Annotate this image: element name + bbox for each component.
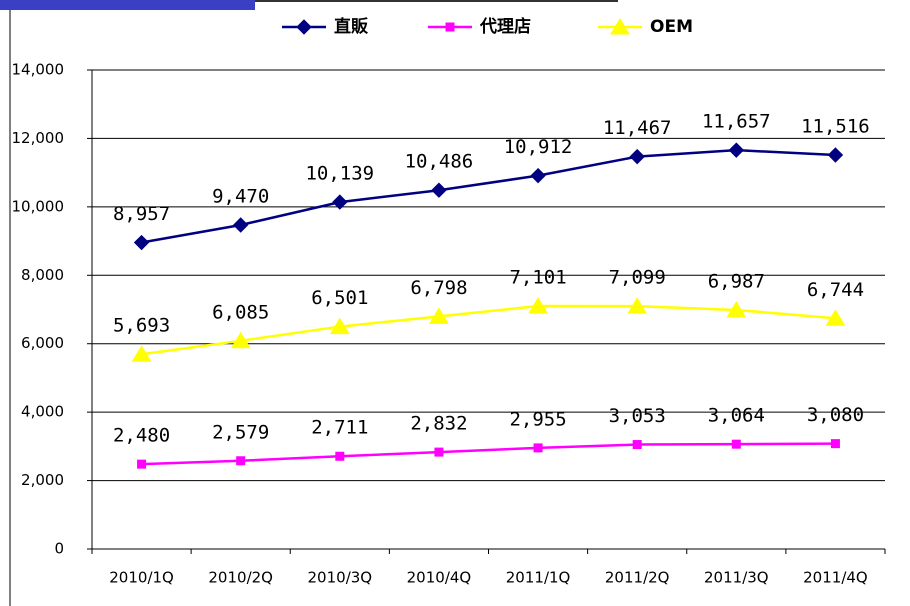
value-label: 11,467	[603, 117, 672, 139]
point-marker	[133, 234, 150, 251]
value-label: 6,744	[807, 279, 864, 301]
point-marker	[629, 148, 645, 165]
legend-marker	[610, 18, 630, 35]
value-label: 6,085	[212, 301, 269, 323]
x-tick-label: 2011/4Q	[803, 569, 868, 587]
value-label: 6,987	[708, 270, 765, 292]
value-label: 2,955	[509, 408, 566, 430]
y-tick-label: 14,000	[12, 61, 65, 79]
value-label: 8,957	[113, 203, 170, 225]
value-label: 10,912	[504, 136, 573, 158]
y-tick-label: 0	[54, 540, 64, 558]
value-label: 6,798	[410, 277, 467, 299]
y-tick-label: 2,000	[21, 471, 64, 489]
series-line	[141, 148, 836, 244]
y-tick-label: 10,000	[12, 197, 65, 215]
point-marker	[230, 331, 251, 349]
point-marker	[335, 451, 345, 461]
value-label: 7,099	[609, 267, 666, 289]
value-label: 2,480	[113, 425, 170, 447]
x-tick-label: 2010/1Q	[109, 569, 174, 587]
y-tick-label: 12,000	[12, 129, 65, 147]
value-label: 7,101	[509, 267, 566, 289]
point-marker	[236, 456, 246, 466]
point-marker	[731, 439, 741, 449]
x-tick-label: 2011/2Q	[605, 569, 670, 587]
point-marker	[528, 297, 548, 314]
point-marker	[131, 345, 152, 362]
series-line	[141, 442, 836, 466]
point-marker	[431, 182, 447, 198]
value-label: 11,516	[801, 115, 870, 137]
legend-label: OEM	[650, 17, 693, 37]
value-label: 3,053	[609, 405, 666, 427]
point-marker	[329, 317, 350, 335]
point-marker	[632, 440, 642, 450]
x-tick-label: 2011/3Q	[704, 569, 769, 587]
y-tick-label: 4,000	[21, 403, 64, 421]
point-marker	[728, 142, 745, 158]
value-label: 11,657	[702, 111, 771, 133]
header-bar	[0, 0, 255, 10]
value-label: 2,832	[410, 413, 467, 435]
value-label: 3,064	[708, 405, 765, 427]
y-tick-label: 6,000	[21, 334, 64, 352]
value-label: 2,579	[212, 421, 269, 443]
y-tick-label: 8,000	[21, 266, 64, 284]
legend-label: 代理店	[479, 16, 531, 37]
value-label: 10,139	[305, 163, 374, 185]
legend-marker	[445, 22, 455, 32]
series-line	[141, 304, 836, 356]
value-label: 2,711	[311, 417, 368, 439]
point-marker	[827, 147, 844, 163]
point-marker	[232, 217, 249, 233]
x-tick-label: 2010/4Q	[407, 569, 472, 587]
legend-marker	[296, 19, 312, 35]
point-marker	[533, 443, 543, 453]
point-marker	[332, 194, 348, 210]
point-marker	[726, 300, 747, 318]
point-marker	[137, 459, 147, 469]
point-marker	[830, 439, 840, 449]
point-marker	[434, 447, 444, 457]
x-tick-label: 2010/3Q	[308, 569, 373, 587]
value-label: 10,486	[405, 151, 474, 173]
value-label: 5,693	[113, 315, 170, 337]
x-tick-label: 2010/2Q	[208, 569, 273, 587]
point-marker	[530, 167, 546, 184]
value-label: 6,501	[311, 287, 368, 309]
point-marker	[825, 309, 846, 326]
value-label: 9,470	[212, 185, 269, 207]
legend-label: 直販	[334, 16, 369, 37]
x-tick-label: 2011/1Q	[506, 569, 571, 587]
point-marker	[429, 307, 449, 324]
value-label: 3,080	[807, 404, 864, 426]
point-marker	[627, 297, 648, 314]
